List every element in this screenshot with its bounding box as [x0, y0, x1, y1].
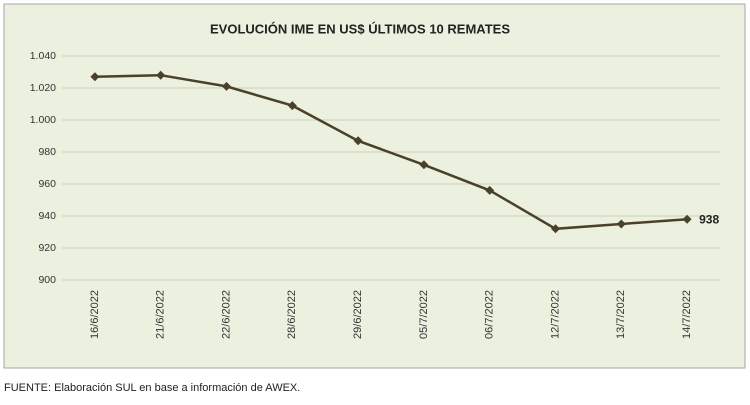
data-marker: [551, 224, 560, 234]
chart-title: EVOLUCIÓN IME EN US$ ÚLTIMOS 10 REMATES: [210, 21, 510, 36]
x-tick-label: 06/7/2022: [484, 290, 496, 339]
data-marker: [353, 136, 363, 146]
x-tick-label: 22/6/2022: [220, 290, 232, 339]
x-tick-label: 13/7/2022: [615, 290, 627, 339]
source-note: FUENTE: Elaboración SUL en base a inform…: [4, 382, 300, 394]
x-tick-label: 16/6/2022: [89, 290, 101, 339]
y-tick-label: 1.000: [30, 114, 56, 126]
y-tick-label: 1.020: [30, 82, 56, 94]
data-marker: [419, 160, 429, 170]
data-marker: [287, 101, 297, 111]
data-marker: [682, 214, 692, 224]
x-tick-label: 12/7/2022: [549, 290, 561, 339]
x-tick-label: 05/7/2022: [418, 290, 430, 339]
y-tick-label: 960: [38, 178, 56, 190]
data-marker: [485, 185, 495, 195]
x-tick-label: 28/6/2022: [286, 290, 298, 339]
data-marker: [156, 70, 166, 80]
x-tick-label: 29/6/2022: [352, 290, 364, 339]
y-tick-label: 1.040: [30, 50, 56, 62]
x-tick-label: 21/6/2022: [155, 290, 167, 339]
data-marker: [222, 81, 231, 91]
x-tick-label: 14/7/2022: [681, 290, 693, 339]
data-marker: [616, 219, 626, 229]
y-tick-label: 940: [38, 210, 56, 222]
y-tick-label: 900: [38, 274, 56, 286]
data-line: [94, 73, 688, 231]
y-tick-label: 980: [38, 146, 56, 158]
y-tick-label: 920: [38, 242, 56, 254]
chart-area: [3, 3, 746, 369]
data-label: 938: [699, 212, 719, 226]
data-marker: [90, 72, 100, 82]
